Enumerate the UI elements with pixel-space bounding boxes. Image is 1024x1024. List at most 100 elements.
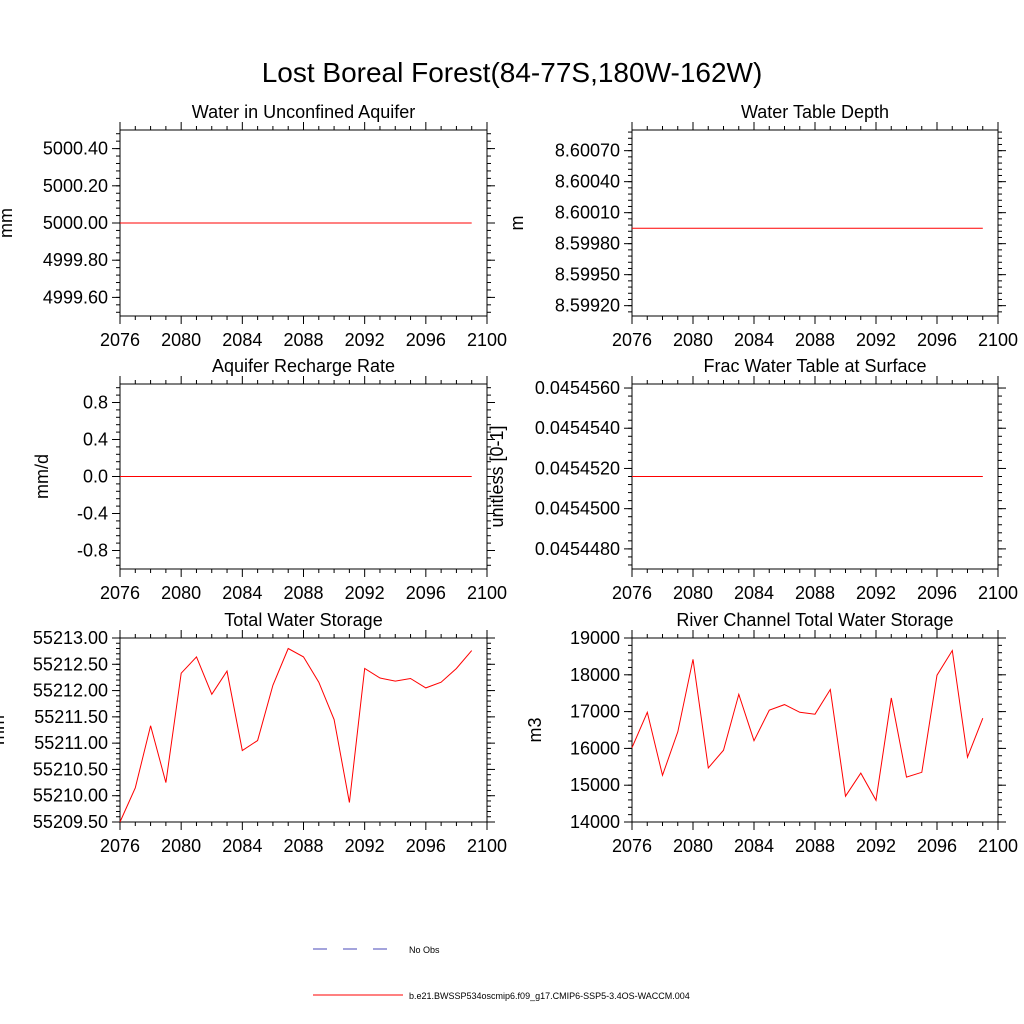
data-point [456,668,458,670]
legend-label-no-obs: No Obs [409,945,440,955]
y-tick-label: 0.4 [83,430,108,450]
data-point [134,787,136,789]
data-point [799,712,801,714]
y-tick-label: 5000.00 [43,213,108,233]
data-point [631,747,633,749]
y-axis-label: mm [0,208,16,238]
panel-title: Water Table Depth [741,102,889,122]
chart-panels: Water in Unconfined Aquifer mm 2076 2080 208… [0,102,1018,856]
data-point [936,674,938,676]
data-point [890,697,892,699]
x-tick-label: 2076 [612,330,652,350]
data-point [753,740,755,742]
y-tick-label: 8.59950 [555,265,620,285]
data-point [165,782,167,784]
data-point [226,670,228,672]
data-point [875,799,877,801]
y-axis-label: m [507,216,527,231]
data-point [814,713,816,715]
y-tick-label: 4999.60 [43,287,108,307]
x-tick-label: 2076 [100,836,140,856]
data-point [349,802,351,804]
y-tick-label: 17000 [570,702,620,722]
data-point [119,476,121,478]
data-point [906,776,908,778]
x-tick-label: 2092 [856,836,896,856]
y-tick-label: 8.60070 [555,141,620,161]
panel-title: Aquifer Recharge Rate [212,356,395,376]
data-point [471,650,473,652]
panel-total-water-storage: Total Water Storage mm 2076 2080 2084 2088 209… [0,610,507,856]
x-tick-label: 2088 [283,836,323,856]
legend-label-model-run: b.e21.BWSSP534oscmip6.f09_g17.CMIP6-SSP5… [409,991,690,1001]
x-tick-label: 2088 [795,330,835,350]
y-tick-label: 55212.00 [33,681,108,701]
x-tick-label: 2080 [161,330,201,350]
y-tick-label: 0.0454520 [535,458,620,478]
data-point [631,476,633,478]
x-tick-label: 2084 [734,330,774,350]
y-tick-label: 0.8 [83,393,108,413]
panel-title: River Channel Total Water Storage [676,610,953,630]
x-tick-label: 2088 [283,583,323,603]
data-point [242,750,244,752]
plot-frame [631,129,999,317]
x-tick-label: 2100 [467,583,507,603]
data-point [425,687,427,689]
x-tick-label: 2080 [673,330,713,350]
y-axis-label: mm [0,715,8,745]
panel-title: Frac Water Table at Surface [703,356,926,376]
data-point [471,222,473,224]
x-tick-label: 2096 [917,330,957,350]
data-point [982,717,984,719]
series-line-river-channel-total-water-storage [631,649,984,802]
x-tick-label: 2100 [978,330,1018,350]
y-tick-label: 8.59980 [555,234,620,254]
x-tick-label: 2076 [100,330,140,350]
panel-title: Water in Unconfined Aquifer [192,102,415,122]
y-tick-label: 5000.40 [43,139,108,159]
y-tick-label: 8.60010 [555,203,620,223]
x-tick-label: 2084 [734,583,774,603]
data-point [272,685,274,687]
x-tick-label: 2080 [161,583,201,603]
data-point [211,693,213,695]
data-point [677,731,679,733]
y-tick-label: 55212.50 [33,654,108,674]
x-tick-label: 2092 [345,583,385,603]
y-tick-label: 0.0454500 [535,499,620,519]
x-tick-label: 2096 [917,836,957,856]
x-tick-label: 2100 [978,836,1018,856]
data-point [257,740,259,742]
panel-title: Total Water Storage [224,610,382,630]
y-axis-label: m3 [525,717,545,742]
x-tick-label: 2088 [795,583,835,603]
y-tick-label: 55210.50 [33,759,108,779]
x-tick-label: 2076 [612,836,652,856]
x-tick-label: 2092 [856,583,896,603]
y-tick-label: 55211.50 [34,707,108,727]
data-point [738,694,740,696]
y-tick-label: -0.4 [77,504,108,524]
data-point [394,680,396,682]
data-point [723,749,725,751]
y-tick-label: 0.0454480 [535,539,620,559]
y-tick-label: 14000 [570,812,620,832]
y-tick-label: 16000 [570,738,620,758]
y-tick-label: 55210.00 [33,786,108,806]
x-tick-label: 2080 [673,583,713,603]
panel-aquifer-recharge-rate: Aquifer Recharge Rate mm/d 2076 2080 2084 208… [32,356,507,603]
data-point [471,476,473,478]
series-line-total-water-storage [119,647,473,823]
data-point [180,672,182,674]
data-point [662,774,664,776]
x-tick-label: 2096 [917,583,957,603]
x-tick-label: 2096 [406,583,446,603]
y-tick-label: 55211.00 [34,733,108,753]
data-point [196,656,198,658]
x-tick-label: 2084 [222,330,262,350]
y-tick-label: 0.0 [83,467,108,487]
data-point [951,650,953,652]
panel-water-table-depth: Water Table Depth m 2076 2080 2084 2088 2092 20… [507,102,1018,350]
